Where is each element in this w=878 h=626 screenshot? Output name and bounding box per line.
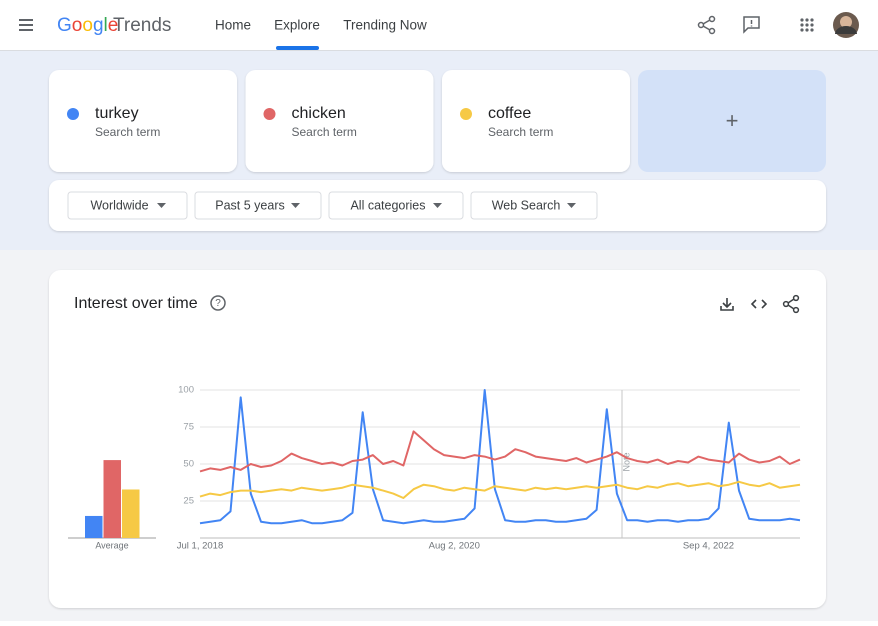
search-term-subtitle: Search term [95,125,160,139]
x-tick-label: Sep 4, 2022 [683,541,734,552]
help-icon[interactable]: ? [210,295,226,311]
add-term-card[interactable] [638,70,826,172]
header [0,0,878,50]
y-tick-label: 25 [183,496,194,507]
dropdown-arrow [291,203,300,208]
search-term-card[interactable] [442,70,630,172]
filter-dropdown[interactable] [328,191,464,220]
nav-link[interactable]: Home [215,18,251,33]
apps-icon[interactable] [800,18,814,32]
search-term[interactable]: turkey [95,105,139,122]
nav-link[interactable]: Trending Now [343,18,427,33]
search-term[interactable]: chicken [292,105,346,122]
average-label: Average [95,540,128,550]
note-label[interactable]: Note [621,452,631,471]
filter-label[interactable]: Past 5 years [215,198,284,212]
filter-label[interactable]: Worldwide [90,198,148,212]
average-bar [103,460,121,538]
menu-icon[interactable] [19,19,33,31]
term-color-dot [67,108,79,120]
card-share-icon[interactable] [782,294,800,314]
nav-link[interactable]: Explore [274,18,320,33]
term-color-dot [263,108,276,120]
svg-text:?: ? [215,298,221,309]
search-term-subtitle: Search term [292,125,357,139]
filter-label[interactable]: All categories [350,198,425,212]
x-tick-label: Aug 2, 2020 [429,541,480,552]
y-tick-label: 100 [178,385,194,396]
search-term-card[interactable] [245,70,434,172]
series-line [199,389,801,525]
search-term-card[interactable] [49,70,237,172]
search-term-subtitle: Search term [488,125,553,139]
filter-label[interactable]: Web Search [492,198,561,212]
series-line [199,480,801,499]
filter-dropdown[interactable] [194,191,322,220]
series-line [199,430,801,473]
x-tick-label: Jul 1, 2018 [177,541,223,552]
logo-brand[interactable]: Google [57,15,118,36]
y-tick-label: 50 [183,459,194,470]
active-tab-indicator [276,46,319,50]
embed-icon[interactable] [750,299,768,309]
card-title: Interest over time [74,295,198,312]
filter-dropdown[interactable] [470,191,598,220]
download-icon[interactable] [720,298,734,311]
average-bar [85,515,103,538]
share-icon[interactable] [697,15,716,35]
dropdown-arrow [567,203,576,208]
feedback-icon[interactable] [743,16,760,34]
logo-product[interactable]: Trends [113,15,171,36]
search-term[interactable]: coffee [488,105,531,122]
chart-card [49,270,826,608]
add-term[interactable]: + [726,108,739,133]
y-tick-label: 75 [183,422,194,433]
average-bar [122,489,140,538]
filter-dropdown[interactable] [67,191,188,220]
dropdown-arrow [433,203,442,208]
dropdown-arrow [157,203,166,208]
term-color-dot [460,108,472,120]
avatar[interactable] [833,12,859,38]
